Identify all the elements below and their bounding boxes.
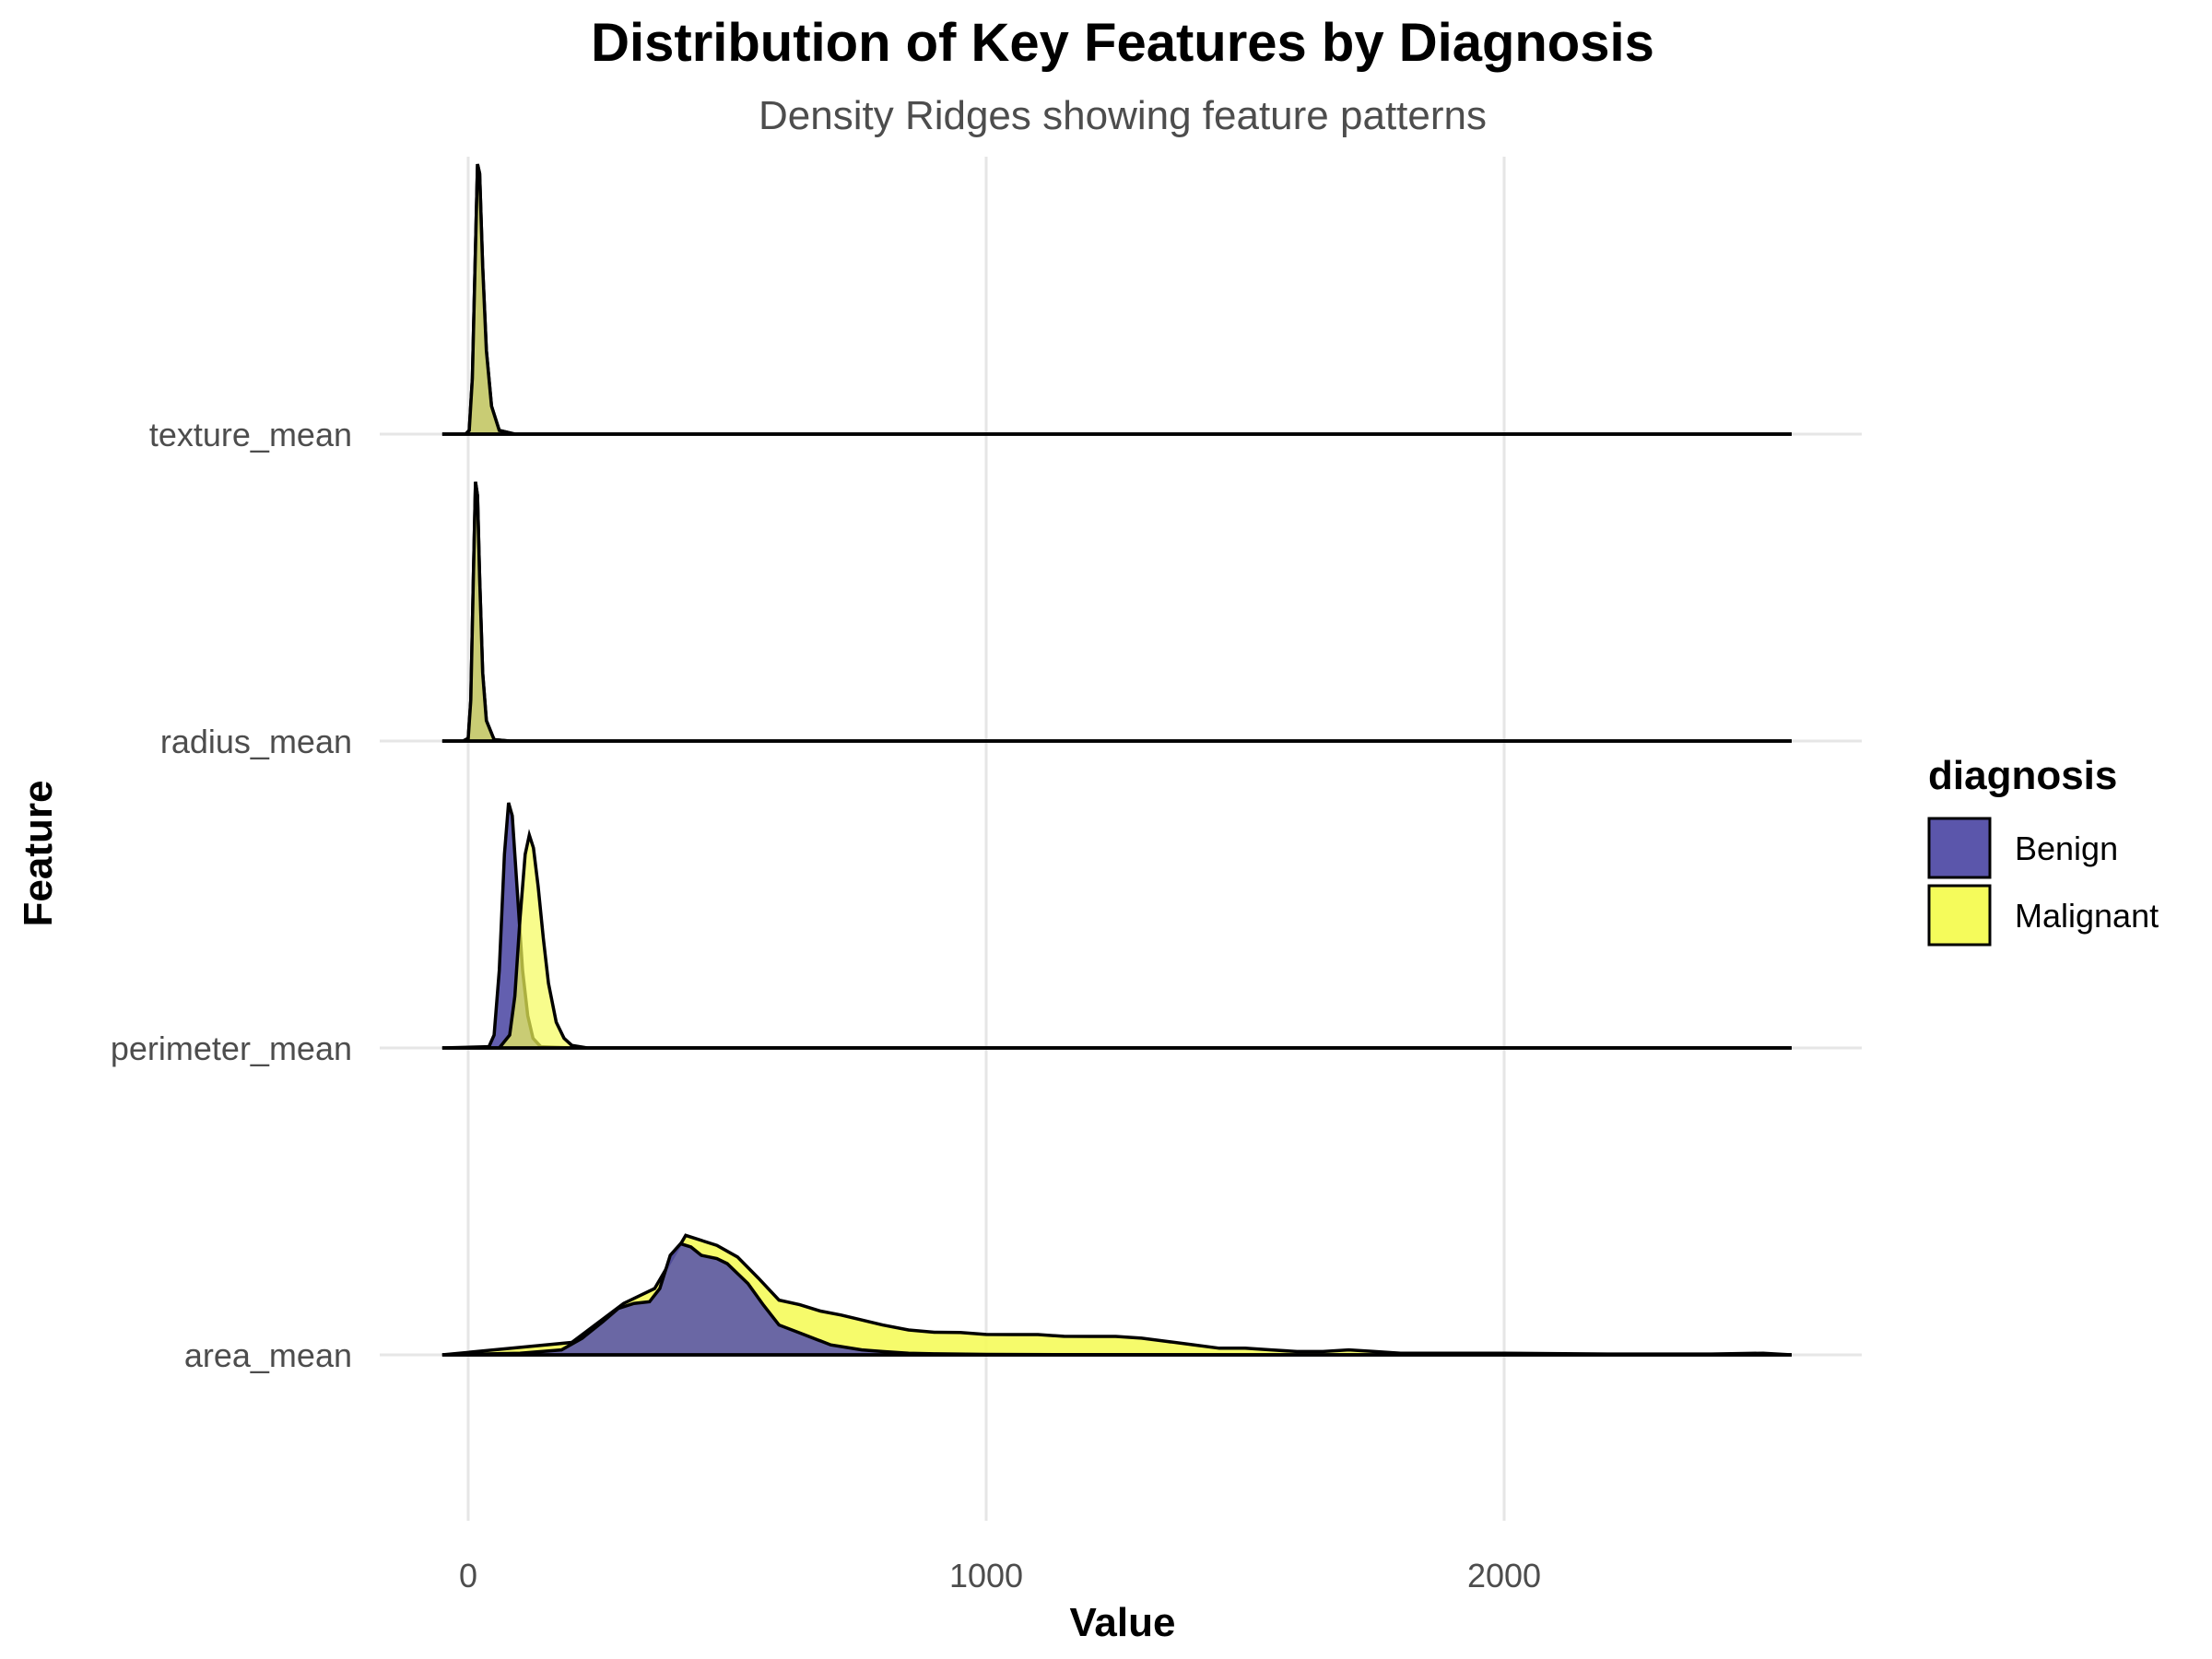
y-tick-label: perimeter_mean (111, 1030, 352, 1067)
chart-subtitle: Density Ridges showing feature patterns (759, 93, 1487, 138)
ridge-malignant-perimeter_mean (441, 829, 1792, 1050)
ridge-layer (441, 163, 1793, 1357)
ridge-radius_mean (441, 481, 1792, 743)
x-tick-label: 2000 (1467, 1557, 1541, 1594)
x-tick-label: 0 (459, 1557, 477, 1594)
x-axis-title: Value (1070, 1600, 1176, 1645)
ridge-benign-radius_mean (441, 481, 1792, 743)
x-tick-label: 1000 (949, 1557, 1023, 1594)
ridge-malignant-radius_mean (441, 481, 1792, 743)
ridge-texture_mean (441, 163, 1792, 436)
ridge-benign-perimeter_mean (441, 802, 1792, 1050)
legend-label-benign: Benign (2015, 830, 2118, 867)
y-tick-label: area_mean (184, 1336, 352, 1374)
axis-layer: 0 1000 2000 area_mean perimeter_mean radius_m… (111, 416, 1541, 1594)
legend-key-malignant (1927, 884, 1992, 947)
ridge-perimeter_mean (441, 802, 1792, 1050)
legend-key-benign (1927, 817, 1992, 879)
legend-title: diagnosis (1928, 753, 2117, 798)
y-tick-label: radius_mean (160, 723, 352, 760)
y-axis-title: Feature (16, 781, 61, 927)
chart-title: Distribution of Key Features by Diagnosi… (591, 13, 1654, 73)
ridge-area_mean (441, 1233, 1793, 1357)
grid-layer (380, 157, 1862, 1521)
legend: diagnosis Benign Malignant (1927, 753, 2159, 947)
ridge-benign-texture_mean (441, 163, 1792, 436)
legend-label-malignant: Malignant (2015, 897, 2159, 935)
ridge-malignant-texture_mean (441, 163, 1792, 436)
y-tick-label: texture_mean (149, 416, 352, 453)
